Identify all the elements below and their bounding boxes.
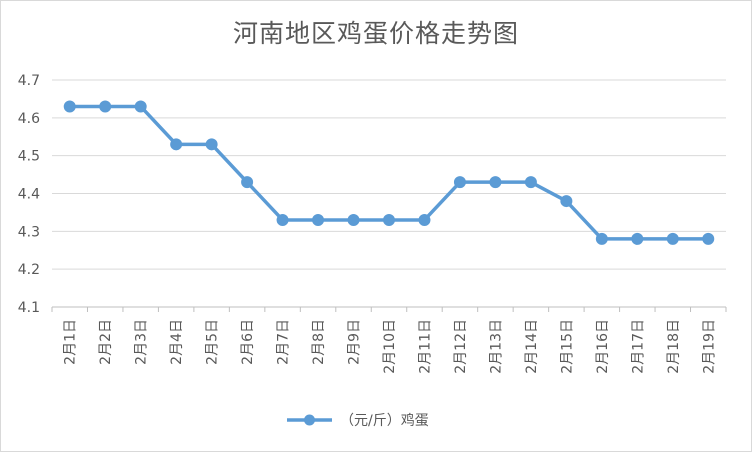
x-tick-label: 2月1日: [63, 319, 79, 365]
x-tick-label: 2月2日: [98, 319, 114, 365]
x-tick-label: 2月17日: [630, 319, 646, 374]
data-point: [560, 195, 573, 208]
legend: （元/斤）鸡蛋: [287, 412, 429, 429]
x-tick-label: 2月7日: [276, 319, 292, 365]
data-point: [347, 213, 360, 226]
data-point: [453, 176, 466, 189]
x-tick-label: 2月5日: [205, 319, 221, 365]
x-tick-label: 2月9日: [347, 319, 363, 365]
x-tick-label: 2月13日: [488, 319, 504, 374]
x-tick-label: 2月15日: [559, 319, 575, 374]
x-tick-label: 2月18日: [666, 319, 682, 374]
data-point: [666, 232, 679, 245]
data-point: [489, 176, 502, 189]
y-tick-label: 4.4: [18, 187, 40, 203]
x-tick-label: 2月3日: [134, 319, 150, 365]
x-axis-ticks: 2月1日 2月2日 2月3日 2月4日 2月5日 2月6日 2月7日 2月8日 2月9日 2月10…: [51, 307, 727, 374]
y-axis-ticks: 4.1 4.2 4.3 4.4 4.5 4.6 4.7: [18, 73, 40, 316]
x-tick-label: 2月11日: [417, 319, 433, 374]
y-tick-label: 4.6: [18, 111, 40, 127]
y-tick-label: 4.5: [18, 149, 40, 165]
x-tick-label: 2月19日: [701, 319, 717, 374]
legend-label: （元/斤）鸡蛋: [340, 412, 429, 429]
legend-marker: [304, 414, 315, 426]
data-point: [205, 138, 218, 151]
data-point: [276, 213, 289, 226]
data-point: [63, 100, 76, 113]
data-point: [312, 213, 325, 226]
data-point: [99, 100, 112, 113]
data-point: [418, 213, 431, 226]
data-point: [241, 176, 254, 189]
data-point: [595, 232, 608, 245]
x-tick-label: 2月10日: [382, 319, 398, 374]
x-tick-label: 2月6日: [240, 319, 256, 365]
data-point: [631, 232, 644, 245]
data-point: [702, 232, 715, 245]
y-tick-label: 4.3: [18, 224, 40, 240]
chart-title: 河南地区鸡蛋价格走势图: [232, 19, 519, 48]
data-point: [524, 176, 537, 189]
x-tick-label: 2月14日: [524, 319, 540, 374]
y-tick-label: 4.7: [18, 73, 40, 89]
data-point: [134, 100, 147, 113]
x-tick-label: 2月16日: [595, 319, 611, 374]
data-point: [170, 138, 183, 151]
y-tick-label: 4.2: [18, 262, 40, 278]
gridlines: [52, 79, 726, 308]
data-point: [383, 213, 395, 226]
x-tick-label: 2月4日: [169, 319, 185, 365]
x-tick-label: 2月12日: [453, 319, 469, 374]
y-tick-label: 4.1: [18, 300, 40, 316]
x-tick-label: 2月8日: [311, 319, 327, 365]
series-layer: [63, 100, 715, 245]
